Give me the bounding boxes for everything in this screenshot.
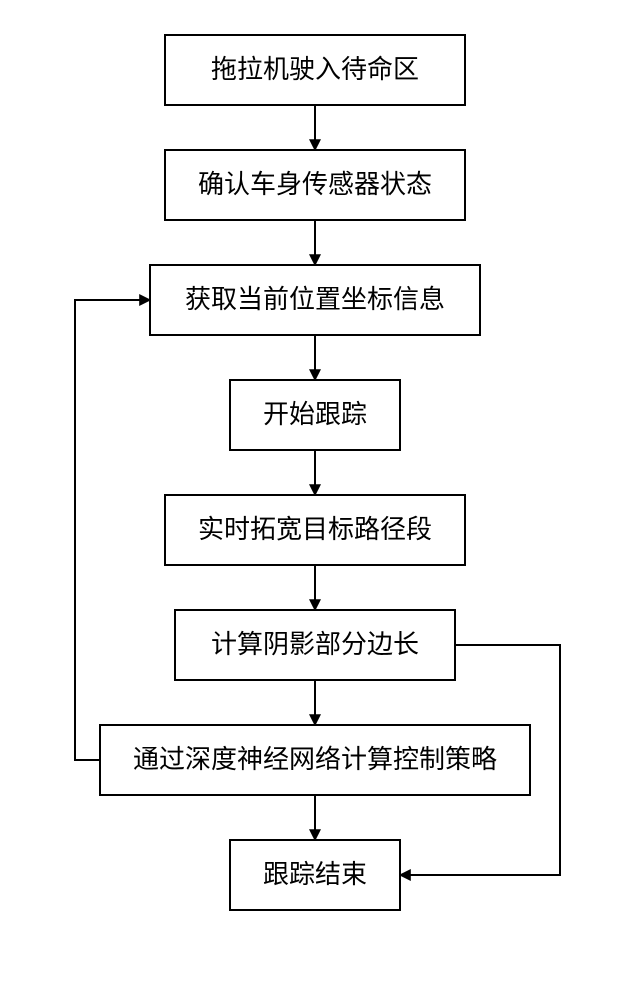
node-n5: 实时拓宽目标路径段 [165,495,465,565]
node-n2-label: 确认车身传感器状态 [198,170,432,199]
node-n2: 确认车身传感器状态 [165,150,465,220]
node-n1-label: 拖拉机驶入待命区 [211,55,419,84]
node-n4-label: 开始跟踪 [263,400,367,429]
node-n8: 跟踪结束 [230,840,400,910]
node-n7: 通过深度神经网络计算控制策略 [100,725,530,795]
node-n6-label: 计算阴影部分边长 [211,630,419,659]
node-n8-label: 跟踪结束 [263,860,367,889]
node-n3: 获取当前位置坐标信息 [150,265,480,335]
flowchart-svg: 拖拉机驶入待命区确认车身传感器状态获取当前位置坐标信息开始跟踪实时拓宽目标路径段… [0,0,629,1000]
node-n3-label: 获取当前位置坐标信息 [185,285,445,314]
node-n5-label: 实时拓宽目标路径段 [198,515,432,544]
node-n4: 开始跟踪 [230,380,400,450]
node-n6: 计算阴影部分边长 [175,610,455,680]
node-n1: 拖拉机驶入待命区 [165,35,465,105]
node-n7-label: 通过深度神经网络计算控制策略 [133,745,497,774]
edge-n7-n3 [75,300,150,760]
